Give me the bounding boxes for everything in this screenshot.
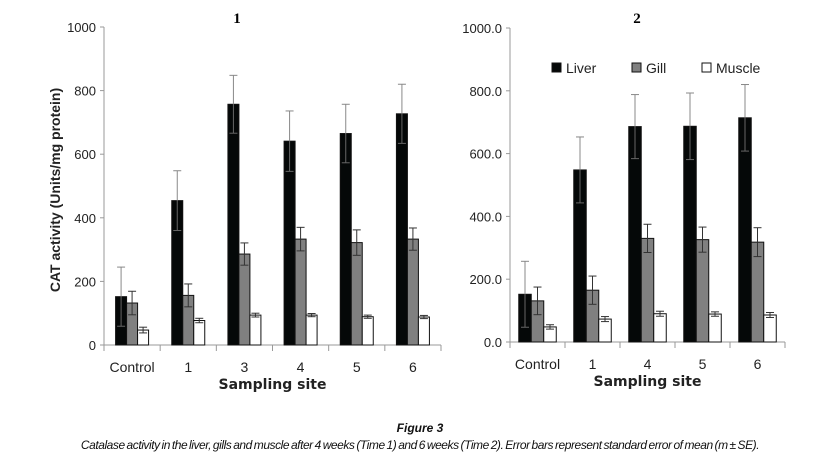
y-tick-label: 1000 <box>67 20 96 35</box>
legend-label-gill: Gill <box>646 60 666 76</box>
bar-muscle <box>361 316 374 346</box>
chart-title: 1 <box>233 11 241 27</box>
figure-charts: 0 200 400 600 800 1000 1 Control 1 3 4 5 6 Sampling s… <box>47 11 786 393</box>
y-tick-label: 200.0 <box>469 272 502 287</box>
bar-gill <box>695 239 710 343</box>
bar-liver <box>395 113 408 346</box>
y-tick-label: 800 <box>74 84 96 99</box>
x-tick-label: 1 <box>184 359 192 375</box>
bar-muscle <box>653 313 667 343</box>
bar-liver <box>339 133 352 346</box>
figure-label: Figure 3 <box>396 421 444 435</box>
x-tick-label: 1 <box>589 356 597 372</box>
bar-gill <box>406 238 419 346</box>
bar-muscle <box>598 318 612 343</box>
bar-gill <box>750 241 765 343</box>
y-tick-label: 600 <box>74 147 96 162</box>
y-tick-label: 800.0 <box>469 84 502 99</box>
legend-swatch-muscle <box>701 62 712 73</box>
bar-gill <box>350 242 363 346</box>
legend-label-liver: Liver <box>566 60 597 76</box>
x-tick-label: 5 <box>353 359 361 375</box>
bar-gill <box>294 238 307 346</box>
y-tick-label: 400.0 <box>469 209 502 224</box>
legend-swatch-liver <box>551 62 562 73</box>
y-tick-label: 400 <box>74 211 96 226</box>
x-tick-label: 6 <box>409 359 417 375</box>
x-tick-label: 5 <box>699 356 707 372</box>
y-tick-label: 1000.0 <box>462 21 502 36</box>
y-tick-label: 600.0 <box>469 147 502 162</box>
y-tick-label: 200 <box>74 274 96 289</box>
figure-caption: Catalase activity in the liver, gills an… <box>80 438 760 452</box>
bar-muscle <box>763 314 777 343</box>
bar-muscle <box>417 316 430 346</box>
bar-muscle <box>193 320 206 346</box>
x-tick-label: Control <box>515 356 560 372</box>
bar-gill <box>238 253 251 346</box>
bar-muscle <box>708 313 722 343</box>
y-tick-label: 0 <box>89 338 96 353</box>
x-tick-label: 4 <box>297 359 305 375</box>
y-axis-label: CAT activity (Units/mg protein) <box>47 88 63 292</box>
bar-gill <box>640 237 655 343</box>
y-tick-label: 0.0 <box>484 335 502 350</box>
bar-liver <box>227 103 240 346</box>
x-axis-label: Sampling site <box>219 377 327 393</box>
x-tick-label: 6 <box>754 356 762 372</box>
bar-muscle <box>249 314 262 346</box>
legend-label-muscle: Muscle <box>716 60 761 76</box>
legend-swatch-gill <box>631 62 642 73</box>
bar-muscle <box>305 314 318 346</box>
x-tick-label: 3 <box>241 359 249 375</box>
x-axis-label: Sampling site <box>594 374 702 390</box>
x-tick-label: Control <box>110 359 155 375</box>
chart-title: 2 <box>633 11 641 27</box>
x-tick-label: 4 <box>644 356 652 372</box>
